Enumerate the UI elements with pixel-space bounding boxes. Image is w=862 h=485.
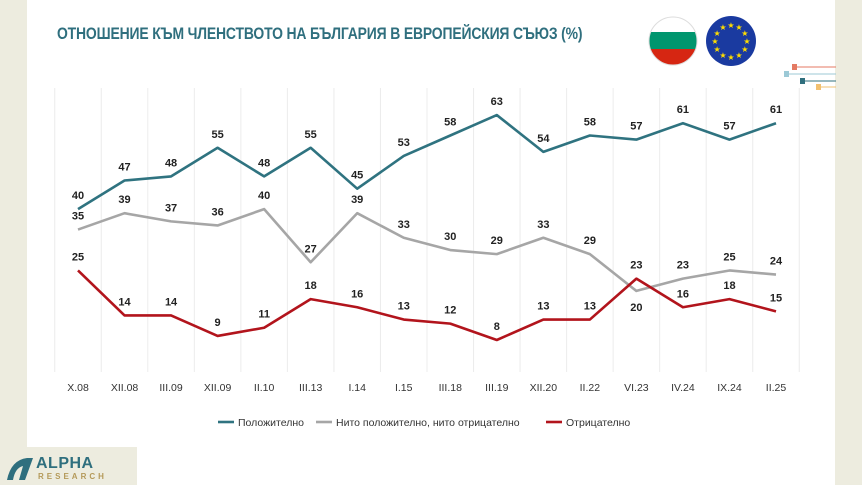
data-label: 29 [584,235,596,247]
x-tick-label: VI.23 [624,382,649,394]
logo-text: ALPHA [36,455,94,472]
data-label: 37 [165,202,177,214]
data-label: 23 [630,260,642,272]
data-label: 25 [723,251,735,263]
data-label: 36 [211,206,223,218]
data-label: 11 [258,309,270,321]
eu-star-icon: ★ [711,37,718,46]
data-label: 15 [770,292,782,304]
data-label: 57 [630,121,642,133]
x-tick-label: IX.24 [717,382,742,394]
data-label: 39 [118,194,130,206]
data-label: 13 [398,301,410,313]
data-label: 12 [444,305,456,317]
data-label: 53 [398,137,410,149]
legend-label: Отрицателно [566,417,630,429]
x-tick-label: I.15 [395,382,413,394]
data-label: 24 [770,256,783,268]
data-label: 47 [118,161,130,173]
data-label: 13 [537,301,549,313]
series-line-2 [77,269,777,342]
data-label: 58 [444,117,456,129]
data-label: 27 [305,243,317,255]
data-label: 61 [677,104,689,116]
flags: ★ ★★★★★★★★★★★ [648,16,756,66]
data-label: 14 [118,296,131,308]
x-tick-label: XII.20 [530,382,558,394]
data-label: 40 [72,190,84,202]
x-tick-label: II.25 [766,382,787,394]
eu-star-icon: ★ [714,45,721,54]
data-label: 54 [537,133,550,145]
alpha-logo-icon [7,458,33,480]
x-tick-label: IV.24 [671,382,695,394]
series-line-1 [77,207,777,293]
eu-star-icon: ★ [735,51,742,60]
x-tick-label: X.08 [67,382,89,394]
data-label: 55 [211,129,223,141]
legend-label: Положително [238,417,304,429]
data-label: 39 [351,194,363,206]
x-tick-label: III.19 [485,382,509,394]
data-label: 33 [537,219,549,231]
chart-title: ОТНОШЕНИЕ КЪМ ЧЛЕНСТВОТО НА БЪЛГАРИЯ В Е… [57,24,583,43]
data-label: 16 [677,288,689,300]
eu-star-icon: ★ [735,23,742,32]
eu-star-icon: ★ [719,23,726,32]
x-tick-label: XII.09 [204,382,232,394]
data-label: 25 [72,251,84,263]
eu-star-icon: ★ [714,29,721,38]
eu-star-icon: ★ [727,53,734,62]
data-label: 16 [351,288,363,300]
x-tick-label: II.10 [254,382,275,394]
data-label: 18 [305,280,317,292]
data-label: 48 [258,157,270,169]
legend-label: Нито положително, нито отрицателно [336,417,520,429]
data-label: 29 [491,235,503,247]
eu-flag-icon: ★ ★★★★★★★★★★★ [706,16,756,66]
eu-star-icon: ★ [727,21,734,30]
data-label: 9 [215,317,221,329]
slide-panel [27,0,835,485]
x-tick-label: II.22 [580,382,601,394]
x-tick-label: III.09 [159,382,183,394]
data-label: 58 [584,117,596,129]
eu-star-icon: ★ [743,37,750,46]
data-label: 23 [677,260,689,272]
data-label: 33 [398,219,410,231]
logo-subtext: RESEARCH [38,472,107,481]
x-tick-label: XII.08 [111,382,139,394]
data-label: 14 [165,296,178,308]
alpha-research-logo: ALPHA RESEARCH [0,447,137,485]
data-label: 13 [584,301,596,313]
data-label: 35 [72,211,84,223]
data-label: 18 [723,280,735,292]
decorative-lines [784,64,836,90]
x-tick-label: III.13 [299,382,323,394]
data-label: 48 [165,157,177,169]
series-line-0 [77,113,777,211]
data-label: 8 [494,321,500,333]
data-label: 45 [351,170,363,182]
bulgaria-flag-icon [649,17,697,65]
data-label: 57 [723,121,735,133]
data-label: 40 [258,190,270,202]
eu-star-icon: ★ [741,29,748,38]
data-label: 55 [305,129,317,141]
data-label: 63 [491,96,503,108]
data-label: 30 [444,231,456,243]
eu-star-icon: ★ [741,45,748,54]
x-tick-label: III.18 [439,382,463,394]
data-label: 61 [770,104,782,116]
data-label: 20 [630,302,642,314]
x-tick-label: I.14 [348,382,366,394]
eu-star-icon: ★ [719,51,726,60]
